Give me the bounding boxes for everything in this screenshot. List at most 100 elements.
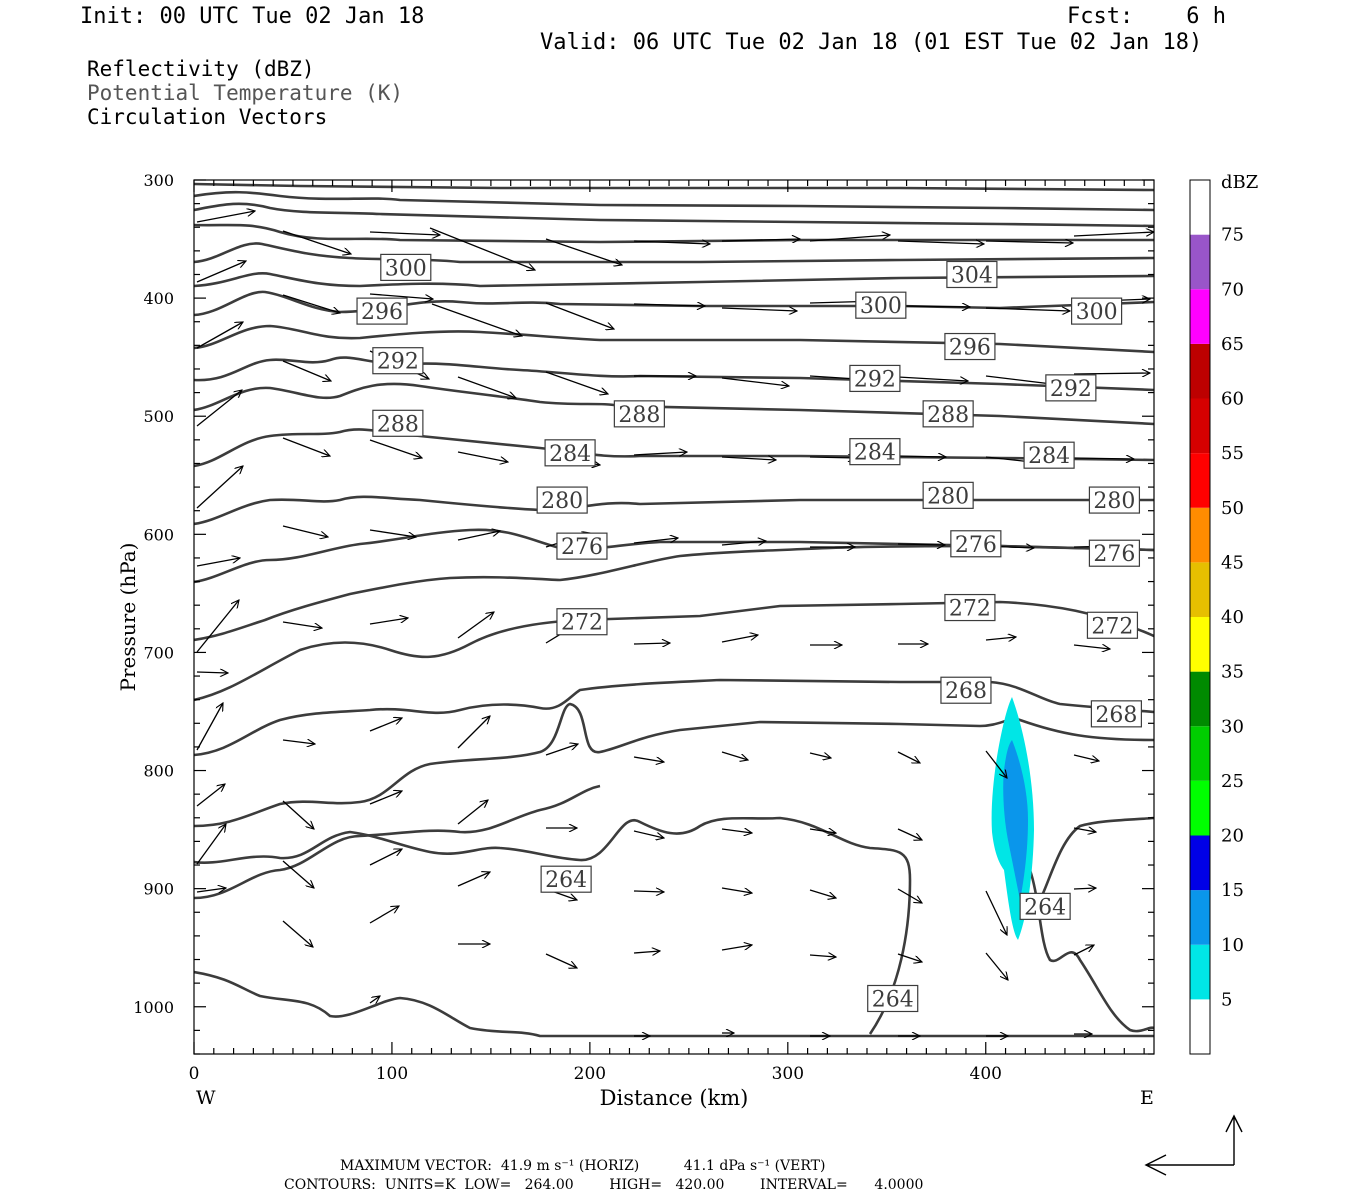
circulation-vector (1073, 373, 1150, 374)
circulation-vector (897, 456, 946, 457)
theta-label-box (1019, 892, 1071, 920)
colorbar-swatch (1190, 890, 1210, 945)
theta-label-text: 292 (1050, 377, 1092, 402)
circulation-vector (985, 637, 1016, 640)
circulation-vector (633, 643, 670, 644)
theta-contour (194, 290, 1154, 317)
theta-label-box (1045, 374, 1097, 402)
theta-label-text: 272 (949, 597, 991, 622)
x-tick-label: 400 (970, 1064, 1002, 1084)
theta-label-text: 296 (949, 336, 991, 361)
y-tick-label: 400 (143, 289, 174, 308)
colorbar-label: 15 (1221, 880, 1244, 901)
colorbar-frame (1189, 179, 1211, 1055)
y-tick-label: 800 (143, 762, 174, 781)
colorbar-swatch (1190, 289, 1210, 344)
theta-contour (194, 324, 1154, 354)
theta-label-text: 284 (1028, 444, 1070, 469)
theta-label: 300 (1070, 297, 1123, 325)
theta-label-box (849, 438, 901, 466)
circulation-vector (985, 890, 1007, 935)
circulation-vector (282, 525, 328, 537)
circulation-vector (985, 952, 1008, 980)
theta-contour (194, 190, 1154, 212)
theta-label-box (1070, 297, 1123, 325)
theta-label-text: 280 (927, 484, 969, 509)
init-time: Init: 00 UTC Tue 02 Jan 18 (80, 4, 425, 29)
circulation-vector (721, 239, 800, 241)
theta-label-box (372, 347, 424, 375)
field-vectors: Circulation Vectors (87, 105, 328, 129)
circulation-vector (1073, 828, 1096, 832)
circulation-vector (897, 828, 922, 840)
x-tick-label: 300 (772, 1064, 804, 1084)
circulation-vector (196, 888, 226, 892)
colorbar-label: 40 (1221, 607, 1244, 628)
theta-contour (194, 678, 1154, 757)
theta-contour (194, 495, 1154, 526)
theta-label-text: 300 (860, 294, 902, 319)
circulation-vector (721, 457, 776, 460)
circulation-vector (985, 750, 1007, 778)
colorbar-label: 60 (1221, 389, 1244, 410)
circulation-vector (545, 238, 622, 265)
circulation-vector (282, 920, 313, 947)
theta-label: 284 (849, 438, 901, 466)
circulation-vector (457, 376, 516, 398)
theta-label-text: 292 (377, 350, 419, 375)
y-tick-label: 1000 (133, 998, 174, 1017)
circulation-vector (633, 756, 664, 762)
theta-label-box (922, 481, 974, 509)
theta-label: 264 (867, 984, 919, 1012)
theta-label-text: 288 (618, 403, 660, 428)
max-vector-note: MAXIMUM VECTOR: 41.9 m s⁻¹ (HORIZ) 41.1 … (340, 1158, 826, 1174)
circulation-vector (633, 951, 660, 953)
theta-label: 280 (922, 481, 974, 509)
theta-label-box (940, 676, 992, 704)
theta-contour (194, 784, 601, 900)
theta-label: 288 (922, 400, 974, 428)
circulation-vector (721, 829, 752, 833)
colorbar-swatch (1190, 180, 1210, 235)
theta-label-text: 276 (955, 533, 997, 558)
circulation-vector (545, 302, 614, 329)
theta-label-text: 268 (1095, 703, 1137, 728)
circulation-vector (633, 304, 705, 306)
colorbar-swatch (1190, 562, 1210, 617)
circulation-vector (985, 308, 1070, 311)
circulation-vector (897, 953, 922, 962)
circulation-vector (897, 241, 984, 244)
circulation-vector (809, 235, 890, 242)
colorbar-swatch (1190, 234, 1210, 290)
circulation-vector (721, 377, 789, 386)
theta-label: 292 (849, 364, 901, 392)
colorbar-label: 65 (1221, 334, 1244, 355)
theta-label: 284 (544, 439, 596, 467)
theta-label-text: 300 (385, 256, 427, 281)
circulation-vector (985, 241, 1073, 243)
colorbar-swatch (1190, 343, 1210, 399)
theta-label-text: 280 (541, 489, 583, 514)
theta-label-text: 284 (549, 442, 591, 467)
theta-label: 288 (372, 409, 424, 437)
circulation-vector (1073, 458, 1134, 459)
circulation-vector (369, 232, 440, 235)
circulation-vector (369, 996, 380, 1003)
colorbar-unit: dBZ (1221, 172, 1258, 193)
x-axis-title: Distance (km) (600, 1086, 749, 1110)
colorbar-label: 70 (1221, 279, 1244, 300)
circulation-vector (196, 784, 225, 807)
circulation-vector (633, 830, 664, 838)
theta-label-text: 280 (1093, 489, 1135, 514)
colorbar-label: 20 (1221, 826, 1244, 847)
circulation-vector (809, 955, 836, 957)
theta-labels: 300 304 296 300 300 296 292 292 292 288 288 288 284 2… (356, 253, 1142, 1012)
theta-label: 276 (556, 532, 608, 560)
circulation-vector (282, 437, 330, 456)
colorbar-swatch (1190, 780, 1210, 836)
circulation-vector (196, 824, 226, 865)
x-tick-label: 200 (574, 1064, 606, 1084)
colorbar-label: 50 (1221, 498, 1244, 519)
y-tick-label: 700 (143, 643, 174, 662)
